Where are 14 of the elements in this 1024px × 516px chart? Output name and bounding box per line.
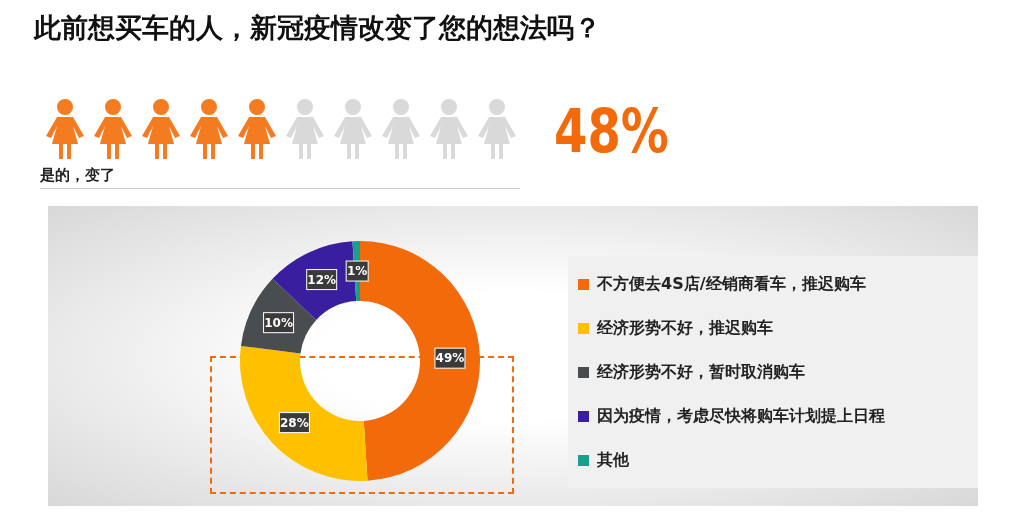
data-label: 10%	[264, 315, 293, 330]
data-label: 12%	[307, 272, 337, 287]
chart-title: 此前想买车的人，新冠疫情改变了您的想法吗？	[34, 11, 601, 45]
data-label: 1%	[346, 264, 368, 279]
legend-label: 经济形势不好，推迟购车	[597, 317, 773, 339]
data-label: 28%	[280, 415, 309, 430]
legend-label: 经济形势不好，暂时取消购车	[597, 361, 805, 383]
text: 48%	[554, 96, 669, 166]
data-label: 49%	[435, 351, 465, 366]
donut-slice	[240, 345, 368, 481]
legend-label: 因为疫情，考虑尽快将购车计划提上日程	[597, 405, 885, 427]
legend-label: 不方便去4S店/经销商看车，推迟购车	[597, 273, 866, 295]
text: 是的，变了	[40, 166, 115, 185]
legend-label: 其他	[597, 449, 629, 471]
